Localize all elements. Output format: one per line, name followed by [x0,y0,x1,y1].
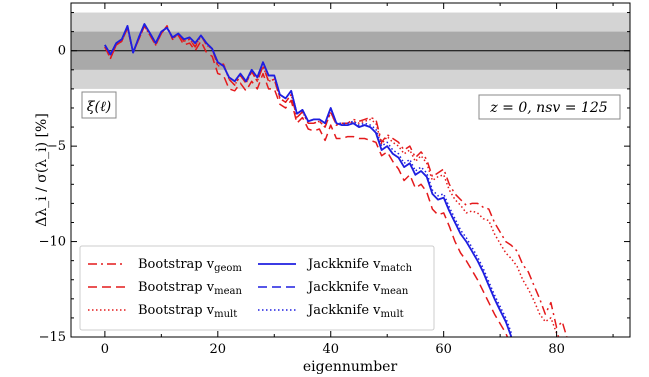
series-line-5 [104,23,513,334]
annotation-xi-box [81,91,117,119]
legend-label-sub: mult [381,309,404,320]
legend-label: Jackknife vmult [306,303,404,320]
axis-ticks: 0 20 40 60 80 0 −5 −10 −15 [39,3,630,357]
legend-label-sub: geom [214,263,242,274]
annotation-z-box [478,94,621,120]
y-axis-label: Δλ_i / σ(λ_i) [%] [34,113,50,227]
legend-label-sub: mult [214,309,237,320]
legend-box [79,245,435,331]
x-tick-label: 0 [101,342,109,357]
legend-label-sub: mean [381,286,409,297]
x-tick-label: 60 [435,342,452,357]
y-tick-label: −10 [39,235,66,250]
y-tick-label: 0 [58,44,66,59]
legend-label: Bootstrap vmult [138,303,237,320]
y-tick-label: −5 [47,139,66,154]
x-axis-label: eigennumber [303,359,398,375]
x-tick-label: 40 [322,342,339,357]
series-line-2 [104,25,560,337]
legend-label-sub: mean [214,286,242,297]
series-line-1 [104,25,509,337]
x-tick-label: 80 [548,342,565,357]
legend-label-sub: match [381,263,413,274]
y-tick-label: −15 [39,330,66,345]
annotation-xi-text: ξ(ℓ) [87,99,111,115]
annotation-xi: ξ(ℓ) [81,91,117,119]
annotation-z-text: z = 0, nsv = 125 [489,100,607,116]
series-layer [104,23,568,337]
plot-frame [70,2,631,338]
reference-bands [71,12,630,89]
annotation-z: z = 0, nsv = 125 [478,94,621,120]
x-tick-label: 20 [210,342,227,357]
